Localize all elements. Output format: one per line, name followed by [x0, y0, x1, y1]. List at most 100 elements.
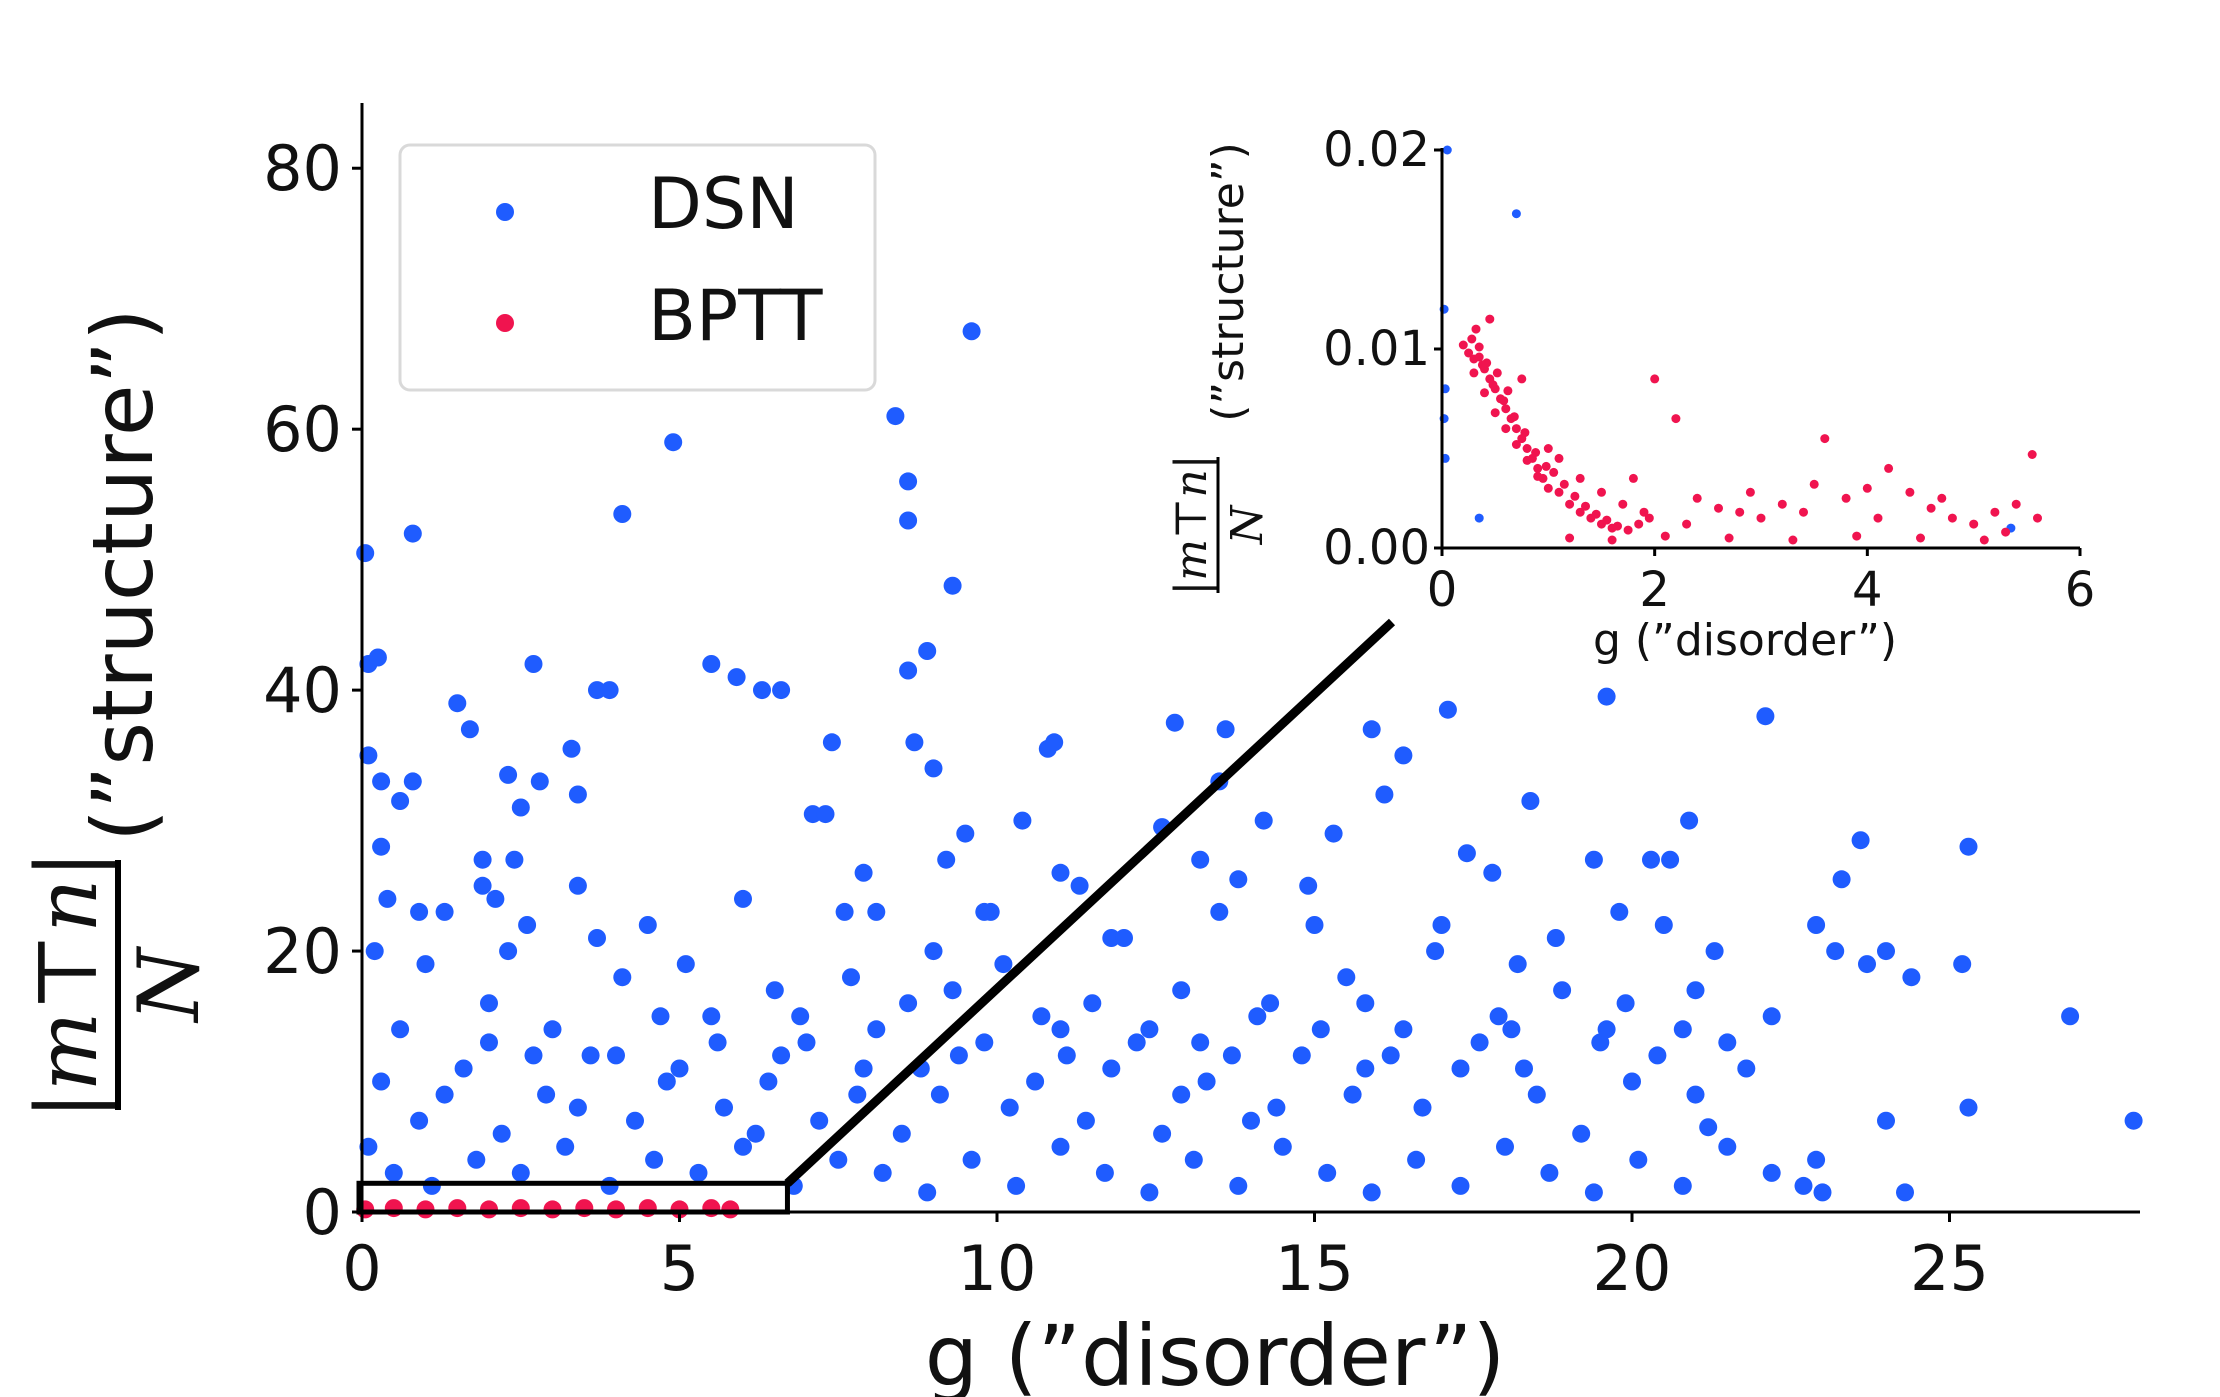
- inset-point-bptt: [1501, 424, 1511, 434]
- main-point-dsn: [1172, 1085, 1191, 1104]
- main-y-ticks: 0 20 40 60 80: [263, 132, 362, 1249]
- main-point-dsn: [829, 1150, 848, 1169]
- main-point-dsn: [1807, 916, 1826, 934]
- inset-point-bptt: [1682, 519, 1692, 529]
- main-point-dsn: [816, 805, 835, 824]
- main-point-bptt: [416, 1200, 435, 1219]
- main-point-dsn: [613, 968, 632, 987]
- main-point-dsn: [867, 1020, 886, 1039]
- main-point-dsn: [365, 942, 384, 961]
- inset-point-bptt: [1947, 513, 1957, 523]
- main-point-dsn: [486, 889, 505, 908]
- main-point-dsn: [1470, 1033, 1489, 1052]
- main-point-dsn: [499, 942, 518, 961]
- main-point-dsn: [1953, 955, 1972, 974]
- inset-x-tick-label: 6: [2065, 562, 2096, 618]
- main-point-dsn: [372, 837, 391, 856]
- inset-point-bptt: [1554, 453, 1564, 463]
- main-point-dsn: [1356, 994, 1375, 1013]
- inset-y-tick-label: 0.02: [1323, 122, 1430, 178]
- main-point-dsn: [1305, 916, 1324, 934]
- main-point-dsn: [372, 772, 391, 791]
- inset-point-bptt: [1650, 374, 1660, 384]
- inset-point-bptt: [1480, 388, 1489, 398]
- main-point-dsn: [480, 1033, 498, 1052]
- inset-point-bptt: [1488, 380, 1498, 390]
- main-point-dsn: [835, 902, 854, 921]
- inset-point-bptt: [1531, 448, 1541, 457]
- main-point-dsn: [886, 407, 905, 426]
- main-point-dsn: [702, 1007, 721, 1026]
- main-point-dsn: [1718, 1137, 1737, 1156]
- main-point-dsn: [918, 1183, 937, 1202]
- main-point-dsn: [588, 929, 606, 947]
- inset-point-bptt: [1543, 444, 1553, 453]
- main-point-dsn: [1877, 942, 1895, 961]
- main-point-dsn: [359, 1137, 378, 1156]
- main-point-dsn: [657, 1072, 676, 1091]
- main-point-dsn: [949, 1046, 968, 1065]
- main-point-dsn: [1832, 870, 1851, 889]
- main-points: [356, 322, 2143, 1219]
- main-point-dsn: [1140, 1183, 1159, 1202]
- main-point-dsn: [588, 681, 606, 700]
- main-point-dsn: [416, 955, 435, 974]
- main-point-dsn: [1451, 1176, 1470, 1195]
- main-point-dsn: [1902, 968, 1921, 987]
- inset-point-bptt: [1692, 493, 1702, 503]
- main-point-dsn: [1896, 1183, 1914, 1202]
- inset-point-bptt: [2027, 450, 2037, 459]
- inset-point-bptt: [1469, 368, 1479, 378]
- main-point-dsn: [1070, 876, 1089, 895]
- main-point-dsn: [1184, 1150, 1203, 1169]
- main-point-dsn: [1127, 1033, 1146, 1052]
- main-x-tick-label: 20: [1593, 1232, 1672, 1305]
- inset-point-bptt: [1522, 444, 1532, 453]
- main-point-dsn: [391, 1020, 410, 1039]
- inset-point-bptt: [1511, 424, 1521, 434]
- inset-point-bptt: [1471, 324, 1481, 334]
- inset-point-bptt: [1541, 461, 1551, 471]
- main-point-dsn: [1762, 1163, 1781, 1182]
- main-point-dsn: [1438, 700, 1457, 719]
- main-point-dsn: [1508, 955, 1527, 974]
- inset-point-bptt: [1799, 507, 1808, 517]
- inset-point-bptt: [1660, 531, 1670, 541]
- inset-point-bptt: [1809, 479, 1819, 489]
- main-point-dsn: [1095, 1163, 1114, 1182]
- main-point-dsn: [867, 902, 886, 921]
- inset-point-bptt: [1937, 493, 1947, 503]
- main-point-dsn: [359, 746, 378, 765]
- inset-point-bptt: [1533, 463, 1543, 473]
- main-point-dsn: [1051, 1137, 1070, 1156]
- main-point-dsn: [1686, 1085, 1705, 1104]
- inset-point-bptt: [1520, 428, 1530, 438]
- main-point-dsn: [943, 576, 962, 595]
- inset-point-bptt: [1581, 501, 1590, 511]
- inset-background: [1442, 145, 2082, 550]
- main-point-dsn: [1794, 1176, 1813, 1195]
- main-point-dsn: [1337, 968, 1356, 987]
- main-point-bptt: [480, 1200, 498, 1219]
- legend-label-dsn: DSN: [648, 163, 799, 245]
- main-y-axis-fraction: |m⊤n| N: [18, 850, 218, 1119]
- main-point-dsn: [1673, 1020, 1692, 1039]
- inset-point-bptt: [1458, 340, 1468, 350]
- main-point-dsn: [568, 876, 587, 895]
- main-point-dsn: [753, 681, 771, 700]
- main-point-dsn: [530, 772, 549, 791]
- main-point-dsn: [1699, 1118, 1718, 1137]
- main-point-dsn: [1616, 994, 1635, 1013]
- main-x-tick-label: 15: [1275, 1232, 1354, 1305]
- main-point-dsn: [1610, 902, 1629, 921]
- main-point-dsn: [1153, 1124, 1172, 1143]
- main-point-dsn: [1216, 720, 1235, 739]
- main-point-bptt: [543, 1200, 562, 1219]
- main-point-dsn: [892, 1124, 911, 1143]
- main-point-dsn: [1229, 870, 1248, 889]
- main-point-dsn: [1051, 1020, 1070, 1039]
- main-point-dsn: [1229, 1176, 1248, 1195]
- main-point-dsn: [435, 1085, 454, 1104]
- main-point-dsn: [905, 733, 924, 752]
- main-point-dsn: [956, 824, 975, 843]
